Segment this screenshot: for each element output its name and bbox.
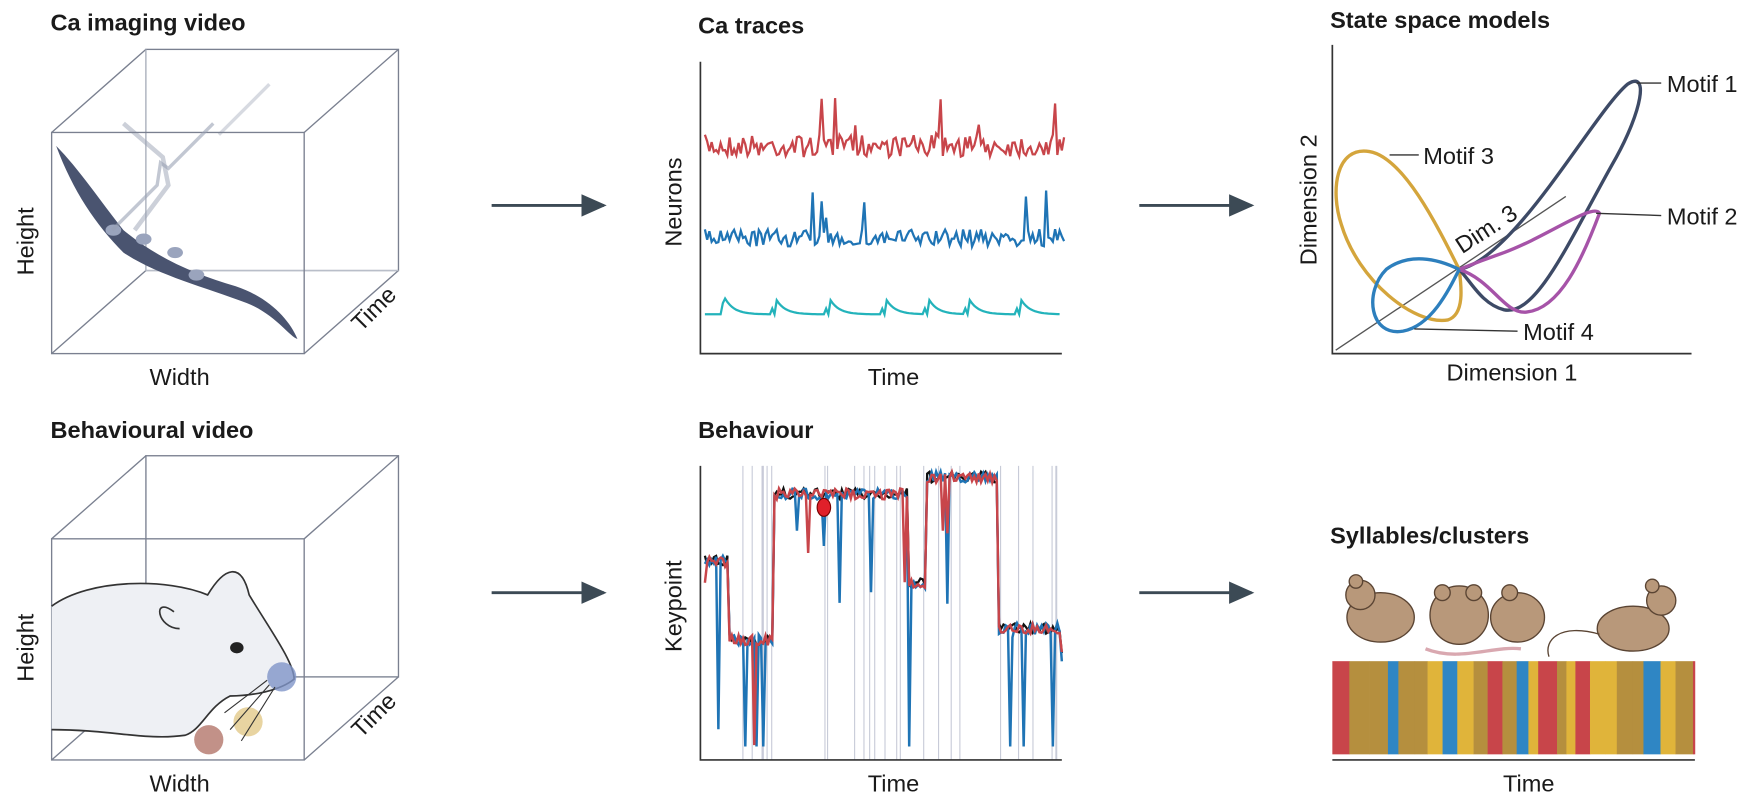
axes	[699, 465, 1062, 761]
neuron	[135, 233, 152, 245]
axes	[1331, 44, 1692, 355]
syllable	[1528, 661, 1539, 755]
motif-loop	[1458, 209, 1602, 314]
panel-title: Behaviour	[698, 417, 813, 443]
syllable	[1692, 661, 1696, 755]
syllable	[1442, 661, 1458, 755]
syllable	[1616, 661, 1634, 755]
panel-title: State space models	[1330, 7, 1550, 33]
axis-label: Time	[868, 770, 919, 796]
syllable	[1538, 661, 1558, 755]
axis-label: Width	[149, 770, 209, 796]
worm	[56, 145, 298, 340]
axis-label: Time	[346, 281, 401, 336]
ca-video-panel: Ca imaging video Height Width Time	[13, 9, 401, 390]
syllable	[1575, 661, 1591, 755]
syllable	[1566, 661, 1576, 755]
panel-title: Syllables/clusters	[1330, 522, 1529, 548]
mice	[1345, 574, 1677, 657]
cube-edges	[51, 48, 399, 355]
motif-label: Motif 1	[1667, 71, 1738, 97]
trace	[703, 190, 1066, 251]
syllables-panel: Syllables/clusters Time	[1330, 522, 1696, 796]
axis-label: Dimension 1	[1446, 360, 1577, 386]
axis-label: Width	[149, 364, 209, 390]
syllable	[1516, 661, 1529, 755]
syllable-bar	[1332, 661, 1696, 755]
trace	[703, 98, 1066, 161]
syllable	[1589, 661, 1606, 755]
syllable	[1414, 661, 1428, 755]
axis-label: Time	[346, 688, 401, 743]
axis-label: Height	[13, 613, 39, 682]
axis-label: Keypoint	[660, 560, 686, 652]
panel-title: Ca traces	[698, 13, 804, 39]
worm-trail	[122, 121, 171, 232]
syllable	[1643, 661, 1661, 755]
motif-label: Motif 4	[1523, 319, 1594, 345]
axis-label: Height	[13, 207, 39, 276]
axis-label: Neurons	[660, 158, 686, 247]
marker-dot	[816, 497, 832, 517]
syllable	[1557, 661, 1567, 755]
dim3-axis	[1335, 195, 1567, 351]
behaviour-panel: Behaviour Keypoint Time	[660, 417, 1064, 796]
keypoint	[194, 725, 224, 755]
keypoint	[267, 662, 297, 692]
axes	[699, 61, 1062, 355]
syllable	[1349, 661, 1370, 755]
mouse-ear	[158, 606, 180, 630]
syllable	[1427, 661, 1443, 755]
syllable	[1387, 661, 1399, 755]
worm-trail	[217, 82, 271, 136]
behaviour-video-panel: Behavioural video Height Width Time	[13, 417, 401, 797]
cube-edges	[51, 455, 399, 761]
cube-hidden	[145, 49, 399, 272]
motif-loop	[1371, 257, 1461, 334]
ca-traces-panel: Ca traces Neurons Time	[660, 13, 1066, 390]
syllable	[1332, 661, 1350, 755]
trace	[704, 296, 1060, 319]
syllable	[1398, 661, 1416, 755]
axis-label: Dimension 2	[1296, 134, 1322, 265]
panel-title: Ca imaging video	[51, 9, 246, 35]
keypoint-trace	[703, 468, 1064, 746]
syllable	[1502, 661, 1518, 755]
whiskers	[224, 679, 276, 742]
panel-title: Behavioural video	[51, 417, 254, 443]
neuron	[188, 269, 205, 281]
motif-label: Motif 2	[1667, 204, 1738, 230]
axis-label: Time	[868, 364, 919, 390]
mouse-eye	[230, 642, 244, 654]
state-space-panel: State space models Dim. 3 Dimension 2 Di…	[1296, 7, 1738, 385]
motif-loop	[1457, 79, 1643, 312]
syllable	[1487, 661, 1503, 755]
keypoint	[233, 707, 263, 737]
syllable	[1660, 661, 1676, 755]
keypoint-trace	[703, 467, 1064, 747]
worm-trail	[111, 122, 215, 232]
leader-lines	[1389, 82, 1662, 332]
axis-label: Time	[1503, 770, 1554, 796]
syllable	[1605, 661, 1618, 755]
syllable	[1473, 661, 1488, 755]
neuron	[167, 246, 183, 259]
syllable	[1369, 661, 1389, 755]
cube-front	[50, 131, 305, 355]
syllable	[1675, 661, 1694, 755]
motif-loop	[1334, 149, 1463, 323]
motif-label: Motif 3	[1423, 143, 1494, 169]
time-markers	[742, 465, 1058, 760]
syllable	[1632, 661, 1644, 755]
syllable	[1457, 661, 1474, 755]
